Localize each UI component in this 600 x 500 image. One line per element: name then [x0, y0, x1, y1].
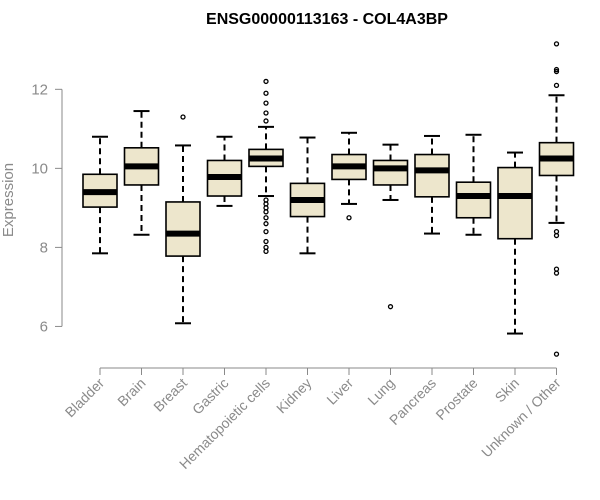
x-tick-label: Unknown / Other [478, 375, 564, 461]
outlier-point [553, 68, 560, 75]
boxes-group [82, 41, 575, 357]
box-hematopoietic-cells [248, 78, 284, 254]
outlier-point [263, 209, 269, 215]
x-tick-label: Bladder [62, 375, 108, 421]
iqr-box [372, 159, 409, 186]
outlier-point [263, 238, 269, 245]
outlier-point [263, 118, 269, 124]
outlier-point [553, 66, 560, 73]
y-tick-label: 8 [40, 239, 48, 256]
y-tick-label: 10 [31, 160, 48, 177]
outlier-point [263, 100, 269, 106]
x-tick-label: Prostate [432, 375, 480, 423]
outlier-point [346, 215, 352, 221]
outlier-point [263, 221, 269, 227]
outlier-point [553, 351, 560, 357]
y-axis-label: Expression [0, 163, 17, 237]
box-brain [123, 110, 160, 236]
iqr-box [497, 166, 533, 240]
outlier-point [553, 232, 560, 239]
box-breast [165, 114, 201, 325]
x-tick-label: Breast [150, 375, 190, 415]
outlier-point [180, 114, 186, 120]
box-pancreas [414, 134, 450, 235]
x-tick-label: Brain [114, 375, 148, 409]
outlier-point [387, 304, 394, 310]
box-unknown-other [538, 41, 575, 357]
box-lung [372, 143, 409, 310]
iqr-box [165, 201, 201, 257]
x-tick-label: Kidney [273, 375, 315, 417]
outlier-point [553, 270, 560, 276]
box-prostate [455, 133, 492, 236]
box-bladder [82, 135, 118, 255]
iqr-box [455, 181, 492, 219]
x-tick-label: Lung [364, 375, 397, 408]
iqr-box [414, 153, 450, 198]
box-liver [331, 131, 367, 221]
outlier-point [263, 90, 269, 96]
outlier-point [263, 215, 269, 221]
box-skin [497, 151, 533, 335]
box-gastric [206, 135, 243, 207]
y-axis: 6 8 10 12 [31, 81, 63, 335]
outlier-point [553, 82, 560, 89]
outlier-point [263, 228, 269, 235]
chart-title: ENSG00000113163 - COL4A3BP [206, 11, 448, 28]
y-tick-label: 12 [31, 81, 48, 98]
outlier-point [263, 110, 269, 116]
outlier-point [263, 248, 269, 254]
outlier-point [553, 41, 560, 47]
x-tick-label: Skin [492, 375, 523, 406]
box-kidney [289, 136, 326, 255]
outlier-point [263, 78, 269, 85]
x-tick-label: Liver [323, 375, 356, 408]
y-tick-label: 6 [40, 318, 48, 335]
